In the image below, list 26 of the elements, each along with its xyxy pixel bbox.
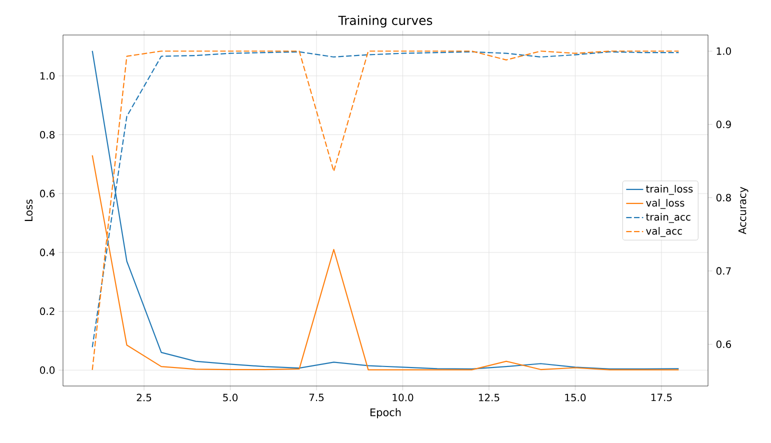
- legend-label: train_loss: [646, 184, 693, 195]
- y-tick-label: 0.6: [40, 190, 55, 198]
- y-tick-label: 0.2: [40, 307, 54, 316]
- y2-tick-label: 0.8: [716, 194, 731, 202]
- x-tick-label: 17.5: [651, 394, 672, 402]
- x-axis-title: Epoch: [370, 408, 401, 418]
- y-tick-label: 0.4: [40, 248, 55, 256]
- y-tick-label: 0.0: [40, 366, 55, 374]
- x-tick-label: 10.0: [392, 394, 414, 402]
- x-tick-label: 15.0: [565, 394, 586, 402]
- legend-label: train_acc: [646, 212, 690, 223]
- y-axis-title: Loss: [24, 200, 33, 221]
- y2-tick-label: 1.0: [716, 47, 731, 55]
- legend-label: val_loss: [646, 198, 684, 209]
- legend-label: val_acc: [646, 227, 682, 237]
- y2-tick-label: 0.9: [716, 120, 731, 128]
- y-tick-label: 1.0: [40, 72, 55, 80]
- y2-tick-label: 0.6: [716, 340, 732, 348]
- x-tick-label: 5.0: [223, 394, 238, 402]
- x-tick-label: 7.5: [309, 394, 324, 402]
- y2-axis-title: Accuracy: [738, 186, 748, 234]
- y2-tick-label: 0.7: [716, 267, 731, 275]
- x-tick-label: 12.5: [478, 394, 500, 402]
- x-tick-label: 2.5: [136, 394, 152, 402]
- chart-title: Training curves: [338, 15, 432, 28]
- y-tick-label: 0.8: [40, 130, 55, 139]
